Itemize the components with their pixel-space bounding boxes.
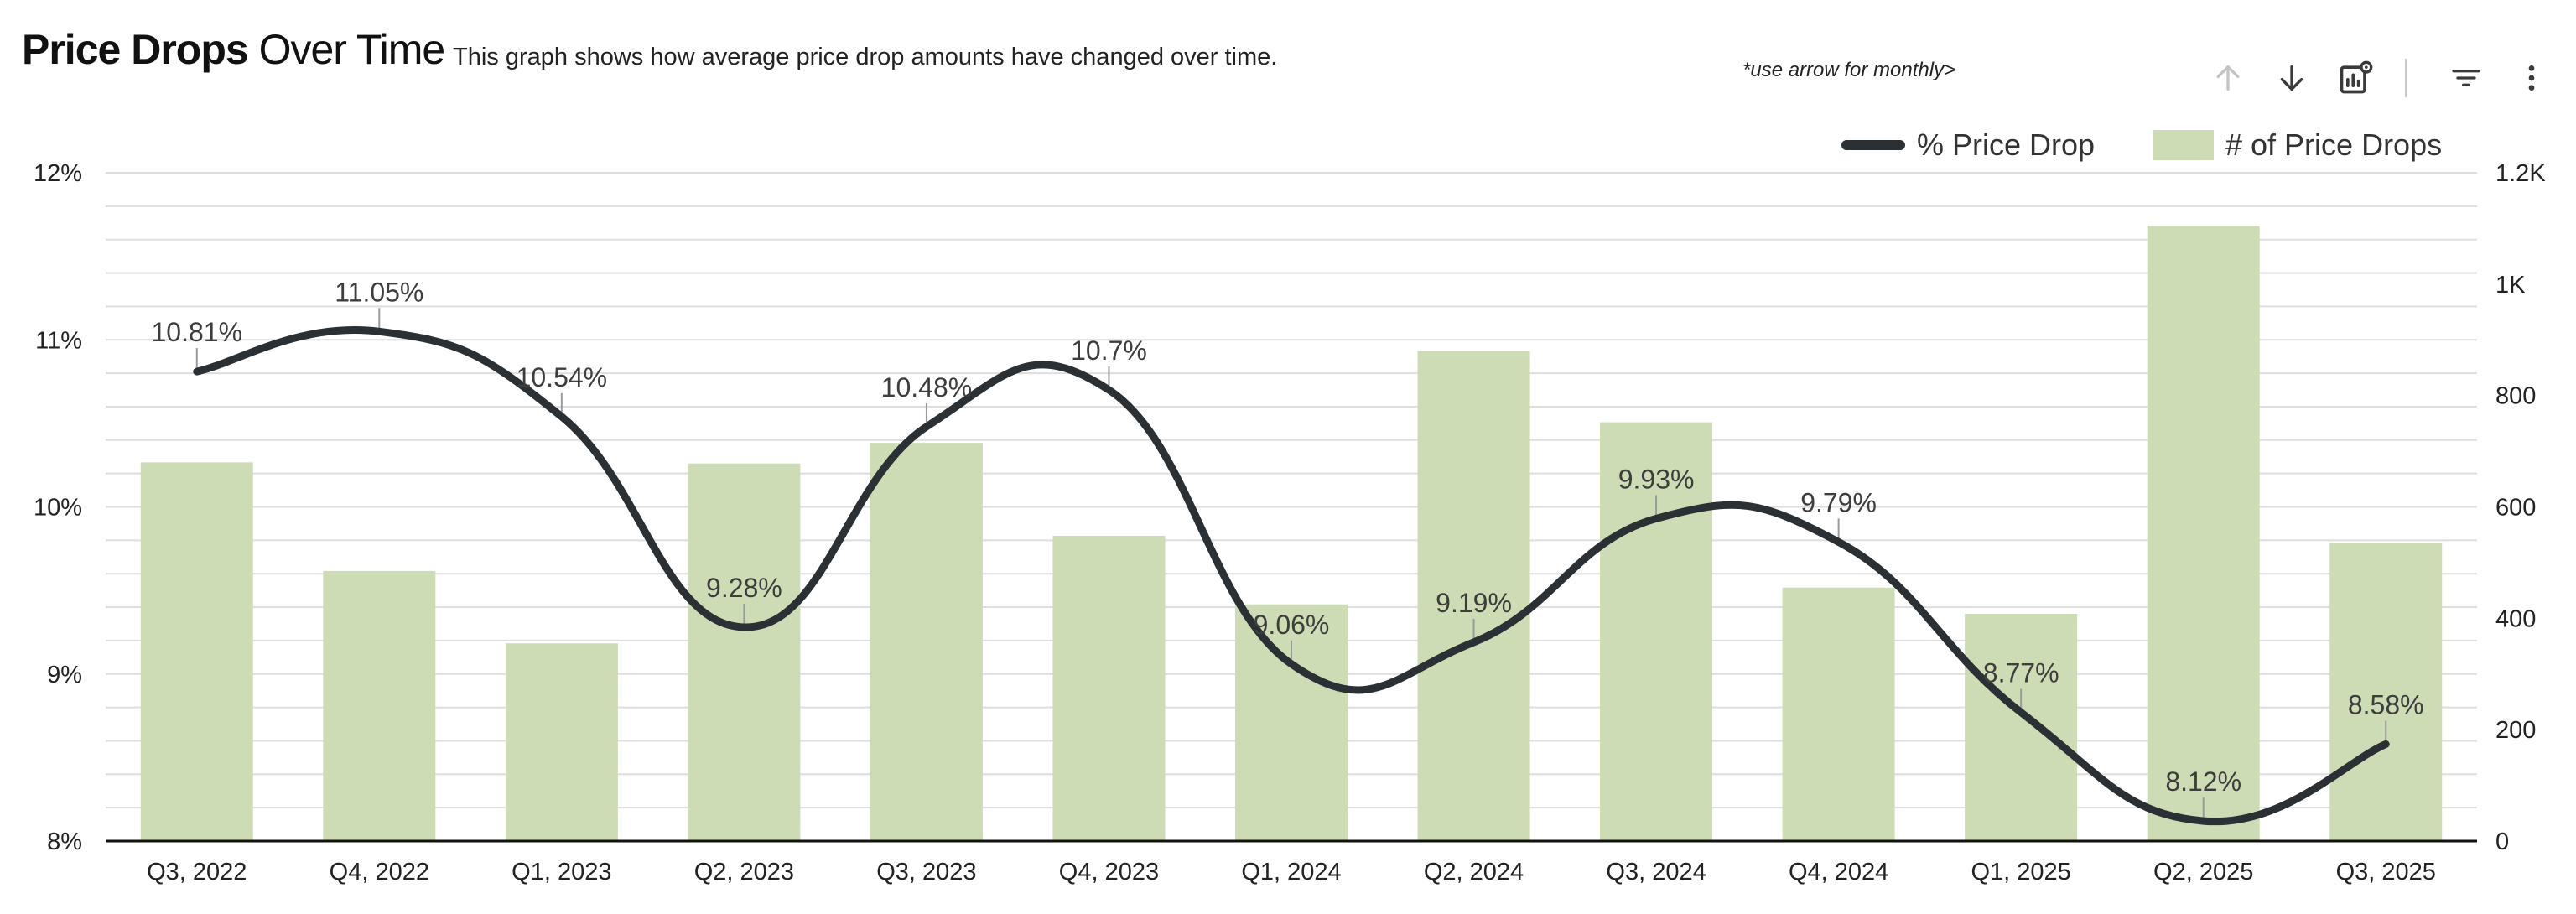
x-tick-label: Q1, 2025 (1971, 859, 2070, 885)
arrow-up-icon (2216, 65, 2240, 91)
toolbar-divider (2405, 59, 2407, 97)
legend-bar-swatch (2153, 130, 2214, 160)
data-label: 8.12% (2165, 766, 2241, 797)
x-tick-label: Q3, 2023 (876, 859, 976, 885)
y-left-tick-label: 9% (47, 662, 82, 688)
bar (688, 463, 801, 841)
legend-item-bar[interactable]: # of Price Drops (2153, 124, 2442, 166)
y-right-tick-label: 200 (2496, 717, 2536, 744)
filter-button[interactable] (2444, 55, 2489, 101)
drill-down-button[interactable] (2269, 55, 2314, 101)
legend-line-label: % Price Drop (1917, 127, 2096, 162)
legend-item-line[interactable]: % Price Drop (1841, 124, 2095, 166)
y-left-tick-label: 8% (47, 828, 82, 855)
filter-icon (2452, 70, 2480, 87)
x-tick-label: Q2, 2025 (2153, 859, 2253, 885)
y-right-tick-label: 1K (2496, 272, 2526, 299)
x-tick-label: Q4, 2024 (1789, 859, 1888, 885)
x-tick-label: Q3, 2022 (147, 859, 247, 885)
data-label: 9.79% (1800, 487, 1877, 517)
monthly-hint: *use arrow for monthly> (1742, 59, 1956, 81)
data-label: 10.7% (1071, 335, 1147, 366)
legend-bar-label: # of Price Drops (2225, 127, 2443, 162)
bar (2329, 543, 2443, 841)
bar (140, 462, 253, 841)
bar (505, 643, 618, 841)
drill-up-button[interactable] (2205, 55, 2251, 101)
y-left-tick-label: 10% (34, 495, 82, 522)
line-series (193, 326, 2390, 826)
bar (1782, 587, 1895, 841)
axes: Q3, 2022 Q4, 2022 Q1, 2023 Q2, 2023 Q3, 2023… (34, 160, 2546, 885)
y-right-tick-label: 1.2K (2496, 160, 2546, 187)
data-label: 9.93% (1618, 464, 1695, 494)
data-label: 8.58% (2348, 689, 2424, 719)
chart-settings-icon (2340, 60, 2373, 94)
legend-line-swatch (1841, 140, 1905, 150)
bar (1417, 351, 1530, 841)
data-label: 9.19% (1436, 588, 1512, 618)
x-tick-label: Q4, 2023 (1059, 859, 1159, 885)
bar (1052, 536, 1166, 841)
bar (1600, 422, 1713, 841)
y-right-tick-label: 0 (2496, 828, 2509, 855)
label-leaders (195, 308, 2387, 818)
data-labels: 10.81% 11.05% 10.54% 9.28% 10.48% 10.7% 9.06% 9… (152, 277, 2424, 797)
chart-title: Price Drops Over Time (22, 25, 446, 74)
chart-settings-button[interactable] (2333, 55, 2378, 101)
y-left-tick-label: 11% (35, 327, 82, 354)
x-tick-label: Q4, 2022 (330, 859, 429, 885)
x-tick-label: Q2, 2024 (1424, 859, 1524, 885)
x-tick-label: Q1, 2023 (512, 859, 611, 885)
more-vert-icon (2528, 65, 2535, 91)
bar (1235, 604, 1348, 841)
bar (870, 443, 983, 841)
y-right-tick-label: 600 (2496, 495, 2536, 522)
bar (2147, 226, 2260, 841)
price-drop-line (193, 326, 2390, 826)
arrow-down-icon (2280, 65, 2303, 91)
title-rest: Over Time (258, 26, 446, 73)
data-label: 9.28% (706, 573, 782, 603)
bar (1965, 614, 2078, 841)
x-tick-label: Q2, 2023 (694, 859, 794, 885)
y-left-tick-label: 12% (34, 160, 82, 187)
title-bold: Price Drops (22, 26, 249, 73)
data-label: 10.81% (152, 317, 243, 347)
y-right-tick-label: 800 (2496, 383, 2536, 410)
bar (323, 570, 436, 841)
x-tick-label: Q1, 2024 (1241, 859, 1341, 885)
x-tick-label: Q3, 2024 (1606, 859, 1706, 885)
data-label: 9.06% (1254, 610, 1330, 640)
more-options-button[interactable] (2509, 55, 2554, 101)
bar-series (140, 226, 2443, 841)
chart-subtitle: This graph shows how average price drop … (453, 44, 1278, 70)
data-label: 11.05% (335, 277, 423, 307)
data-label: 8.77% (1983, 658, 2059, 688)
data-label: 10.54% (517, 362, 608, 392)
y-right-tick-label: 400 (2496, 605, 2536, 632)
data-label: 10.48% (881, 372, 973, 402)
x-tick-label: Q3, 2025 (2336, 859, 2436, 885)
